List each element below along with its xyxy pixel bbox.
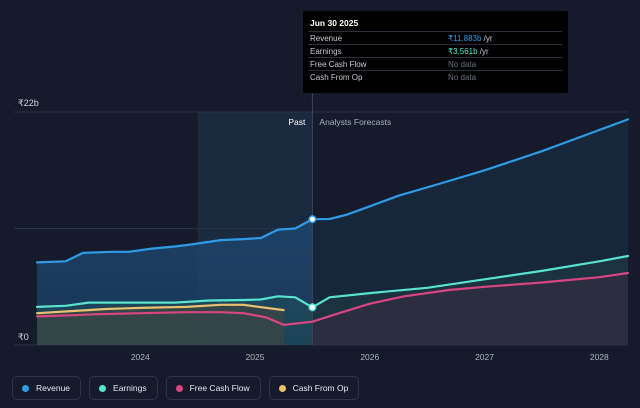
revenue-line (35, 118, 630, 264)
legend-label: Free Cash Flow (189, 383, 250, 393)
earnings-marker (308, 303, 317, 312)
tooltip-row-revenue: Revenue ₹11.883b /yr (308, 31, 562, 45)
y-axis-bottom-label: ₹0 (18, 332, 29, 342)
tooltip-value: ₹11.883b (448, 34, 482, 43)
tooltip-value: No data (448, 73, 477, 82)
legend-item-earnings[interactable]: Earnings (89, 376, 158, 400)
tooltip-date: Jun 30 2025 (310, 18, 359, 28)
tooltip-label: Free Cash Flow (310, 60, 367, 69)
legend-dot-icon (22, 384, 29, 392)
x-tick-label: 2025 (246, 352, 265, 362)
legend-label: Cash From Op (292, 383, 349, 393)
cash-from-op-line (35, 303, 285, 315)
y-axis-top-label: ₹22b (18, 98, 39, 108)
legend: Revenue Earnings Free Cash Flow Cash Fro… (12, 376, 360, 400)
x-tick-label: 2024 (131, 352, 150, 362)
legend-dot-icon (175, 384, 183, 392)
tooltip-row-earnings: Earnings ₹3.561b /yr (308, 44, 562, 58)
legend-label: Revenue (36, 383, 71, 393)
legend-item-revenue[interactable]: Revenue (12, 376, 82, 400)
tooltip-row-fcf: Free Cash Flow No data (308, 57, 562, 71)
revenue-marker (308, 215, 317, 224)
x-tick-label: 2028 (590, 352, 609, 362)
tooltip-label: Earnings (310, 47, 342, 56)
free-cash-flow-line (35, 271, 630, 326)
x-tick-label: 2026 (360, 352, 379, 362)
earnings-line (35, 254, 630, 309)
x-tick-label: 2027 (475, 352, 494, 362)
tooltip-unit: /yr (481, 34, 493, 43)
tooltip-value: No data (448, 60, 477, 69)
tooltip-value: ₹3.561b (448, 47, 478, 56)
past-label: Past (288, 117, 306, 127)
tooltip-label: Revenue (310, 34, 343, 43)
tooltip-row-cfo: Cash From Op No data (308, 70, 562, 84)
legend-item-cash-from-op[interactable]: Cash From Op (268, 376, 360, 400)
legend-dot-icon (99, 384, 107, 392)
tooltip-unit: /yr (477, 47, 489, 56)
forecast-label: Analysts Forecasts (319, 117, 391, 127)
legend-item-free-cash-flow[interactable]: Free Cash Flow (165, 376, 261, 400)
tooltip: Jun 30 2025 Revenue ₹11.883b /yr Earning… (303, 11, 568, 93)
tooltip-label: Cash From Op (310, 73, 363, 82)
fcf-area-forecast (312, 273, 628, 345)
legend-dot-icon (278, 384, 286, 392)
legend-label: Earnings (113, 383, 147, 393)
